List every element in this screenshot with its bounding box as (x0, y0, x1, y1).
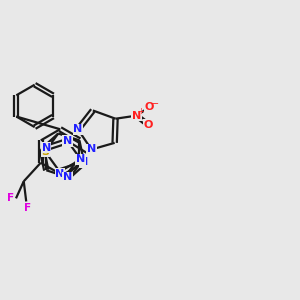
Text: O: O (145, 102, 154, 112)
Text: +: + (137, 107, 144, 116)
Text: O: O (144, 120, 153, 130)
Text: N: N (87, 145, 96, 154)
Text: N: N (76, 154, 85, 164)
Text: N: N (73, 124, 83, 134)
Text: S: S (41, 146, 49, 157)
Text: N: N (80, 157, 89, 167)
Text: N: N (132, 111, 141, 121)
Text: F: F (24, 203, 31, 213)
Text: N: N (42, 143, 51, 153)
Text: −: − (151, 99, 159, 109)
Text: F: F (7, 194, 14, 203)
Text: N: N (56, 169, 65, 179)
Text: N: N (63, 172, 72, 182)
Text: N: N (63, 136, 72, 146)
